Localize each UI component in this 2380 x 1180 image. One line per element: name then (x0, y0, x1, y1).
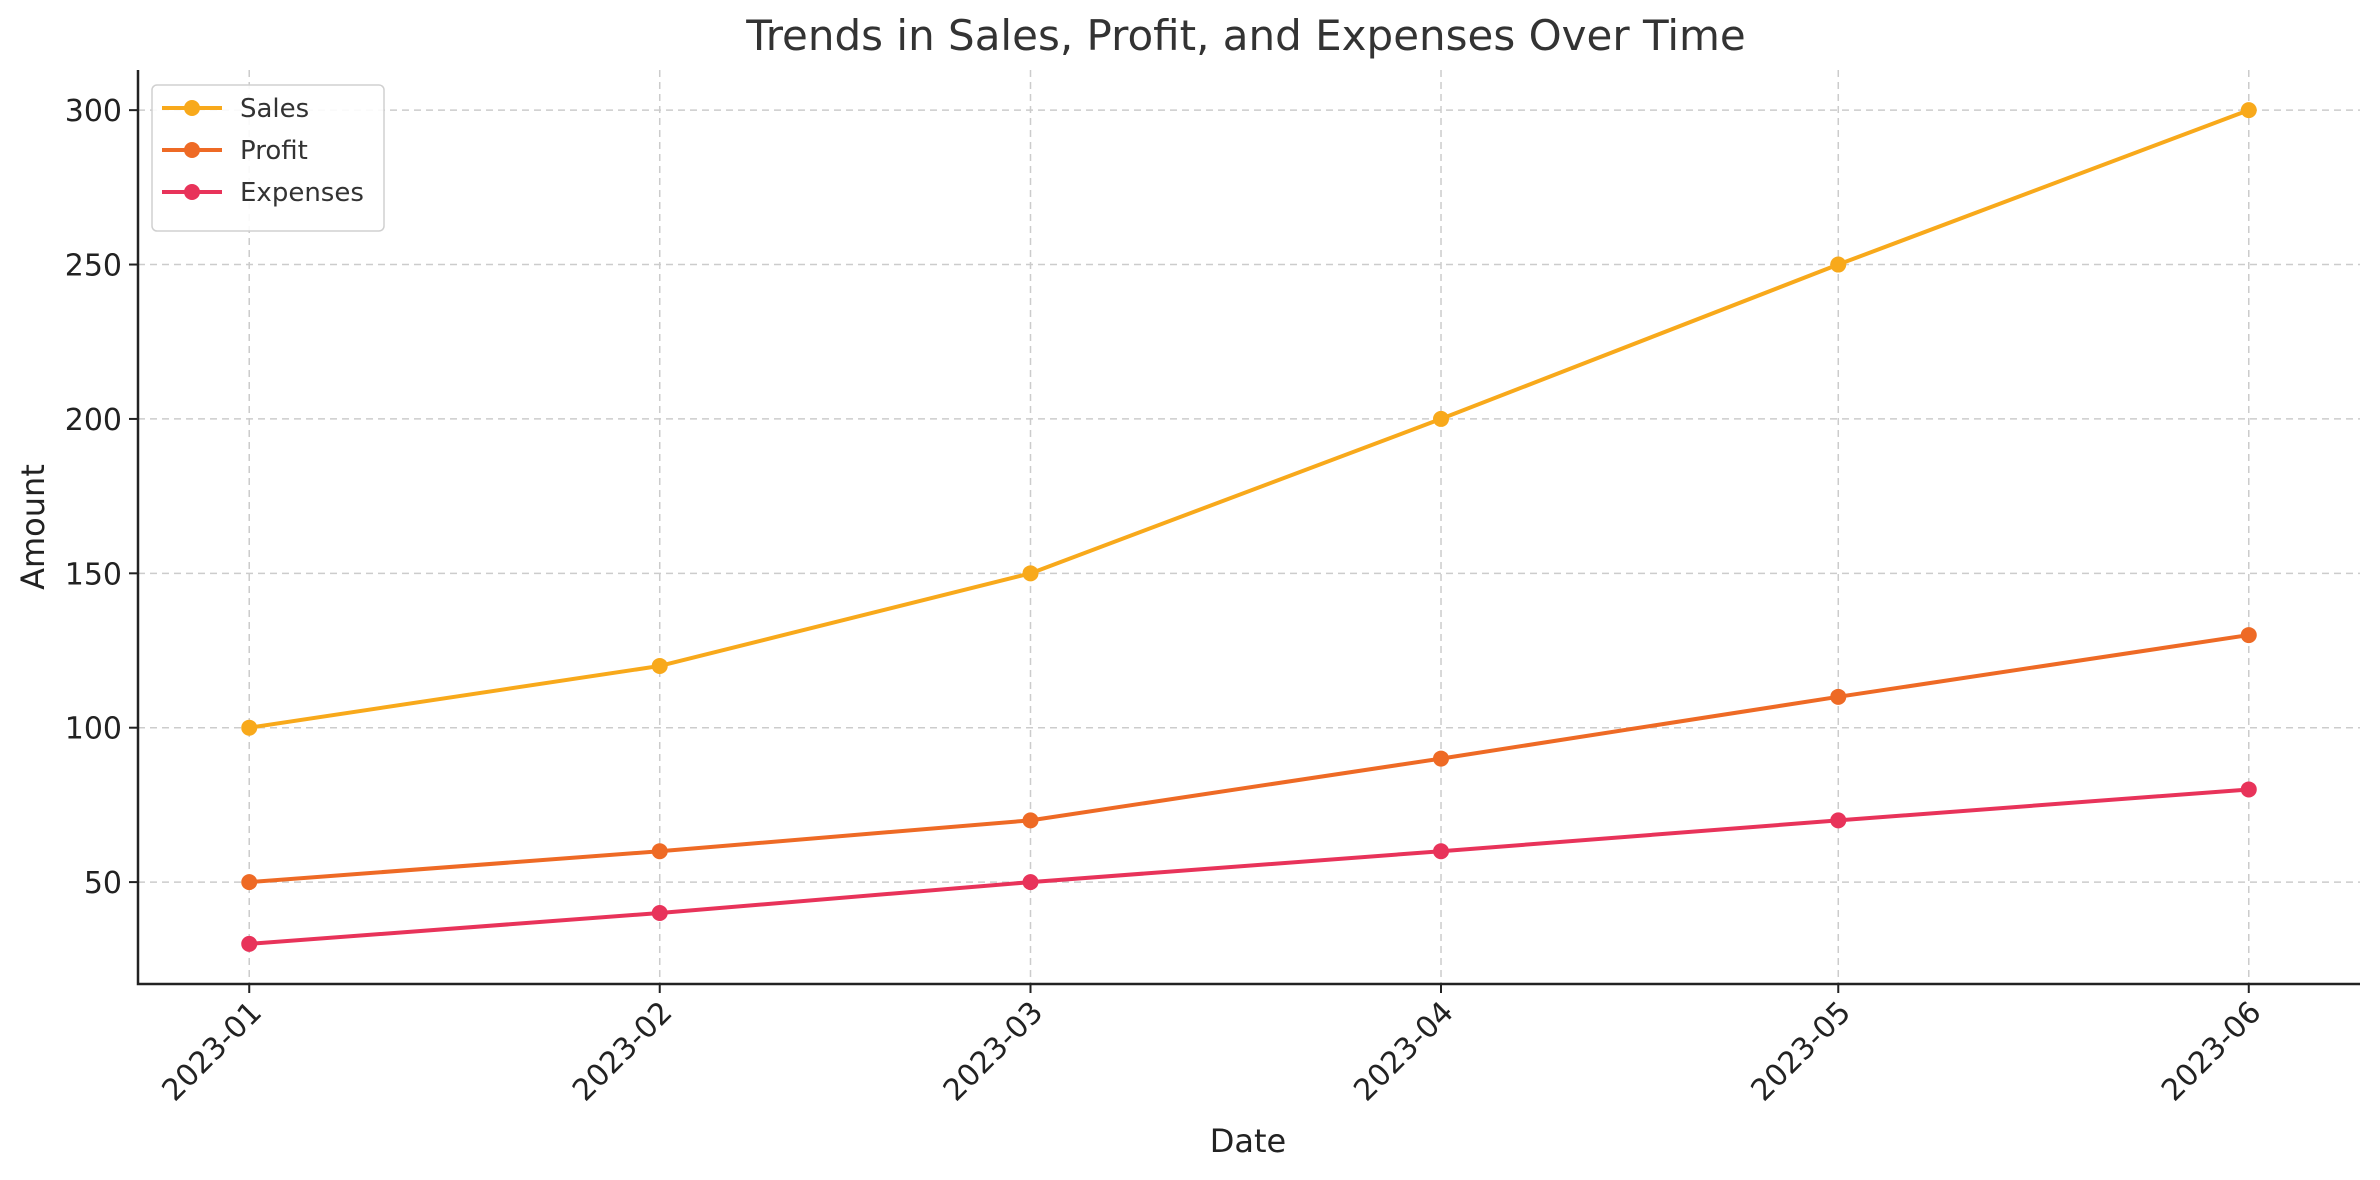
y-tick-label: 200 (65, 403, 122, 438)
y-tick-label: 300 (65, 94, 122, 129)
expenses-point (1022, 874, 1039, 891)
profit-legend-label: Profit (240, 136, 308, 166)
sales-point (1433, 410, 1450, 427)
sales-point (241, 719, 258, 736)
series-profit (241, 627, 2257, 891)
expenses-line (247, 787, 2251, 946)
series-lines (241, 102, 2257, 952)
profit-legend-marker (184, 142, 200, 158)
y-tick-label: 100 (65, 712, 122, 747)
x-tick-label: 2023-01 (155, 995, 268, 1108)
x-tick-label: 2023-02 (566, 995, 679, 1108)
expenses-legend-marker (184, 184, 200, 200)
x-tick-label: 2023-06 (2155, 995, 2268, 1108)
y-axis-label: Amount (14, 464, 52, 590)
profit-point (1830, 688, 1847, 705)
x-tick-label: 2023-05 (1745, 995, 1858, 1108)
expenses-legend-label: Expenses (240, 178, 364, 208)
chart-title: Trends in Sales, Profit, and Expenses Ov… (745, 11, 1746, 60)
profit-line (247, 633, 2251, 885)
x-tick-label: 2023-04 (1347, 995, 1460, 1108)
tick-labels: 2023-01 2023-02 2023-03 2023-04 2023-05 2023-… (65, 94, 2269, 1108)
axis-spines (136, 70, 2360, 986)
expenses-point (1830, 812, 1847, 829)
profit-point (241, 874, 258, 891)
profit-point (1433, 750, 1450, 767)
expenses-point (241, 935, 258, 952)
series-sales (241, 102, 2257, 736)
y-tick-label: 250 (65, 249, 122, 284)
legend-box (151, 84, 385, 232)
profit-point (651, 843, 668, 860)
sales-legend-label: Sales (240, 94, 309, 124)
expenses-point (1433, 843, 1450, 860)
legend-item-profit: Profit (162, 136, 308, 166)
axes (129, 70, 2360, 993)
expenses-point (2240, 781, 2257, 798)
grid (138, 70, 2360, 984)
sales-legend-marker (184, 100, 200, 116)
legend-item-expenses: Expenses (162, 178, 364, 208)
expenses-point (651, 904, 668, 921)
y-tick-label: 150 (65, 557, 122, 592)
sales-point (1022, 565, 1039, 582)
x-axis-label: Date (1210, 1122, 1286, 1160)
legend: Sales Profit Expenses (151, 84, 385, 232)
profit-point (1022, 812, 1039, 829)
series-expenses (241, 781, 2257, 952)
x-tick-label: 2023-03 (937, 995, 1050, 1108)
profit-point (2240, 627, 2257, 644)
sales-point (1830, 256, 1847, 273)
sales-point (651, 657, 668, 674)
sales-point (2240, 102, 2257, 119)
y-tick-label: 50 (84, 866, 122, 901)
sales-line (247, 108, 2251, 730)
legend-item-sales: Sales (162, 94, 309, 124)
